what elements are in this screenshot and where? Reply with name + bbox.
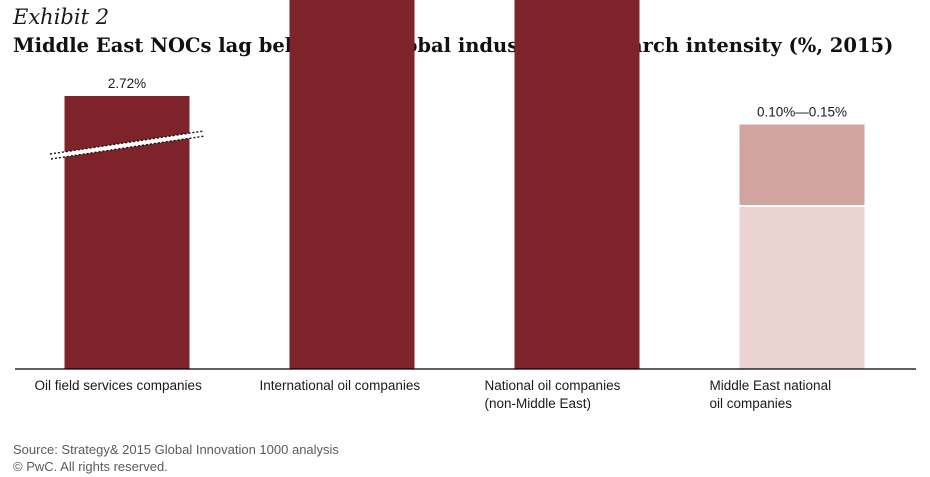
exhibit-label: Exhibit 2: [13, 5, 110, 29]
category-label: Oil field services companies: [35, 378, 203, 393]
axis-break-marker: [49, 130, 206, 160]
axis-break-line: [49, 130, 205, 155]
axis-break-line: [50, 131, 205, 159]
category-label: International oil companies: [260, 378, 421, 393]
bar: [289, 0, 415, 369]
category-label: Middle East national: [710, 378, 832, 393]
axis-break-line: [50, 135, 206, 160]
chart-footer: Source: Strategy& 2015 Global Innovation…: [13, 441, 339, 475]
copyright-note: © PwC. All rights reserved.: [13, 459, 168, 474]
data-label: 0.10%—0.15%: [757, 105, 847, 120]
bar-range-lower: [739, 206, 865, 369]
bar-range-upper: [739, 124, 865, 206]
chart-title: Middle East NOCs lag behind the global i…: [13, 34, 894, 57]
category-label: (non-Middle East): [485, 396, 592, 411]
source-note: Source: Strategy& 2015 Global Innovation…: [13, 442, 339, 457]
category-label: National oil companies: [485, 378, 621, 393]
data-label: 2.72%: [108, 76, 146, 91]
category-label: oil companies: [710, 396, 793, 411]
bar: [514, 0, 640, 369]
bar: [64, 96, 190, 369]
